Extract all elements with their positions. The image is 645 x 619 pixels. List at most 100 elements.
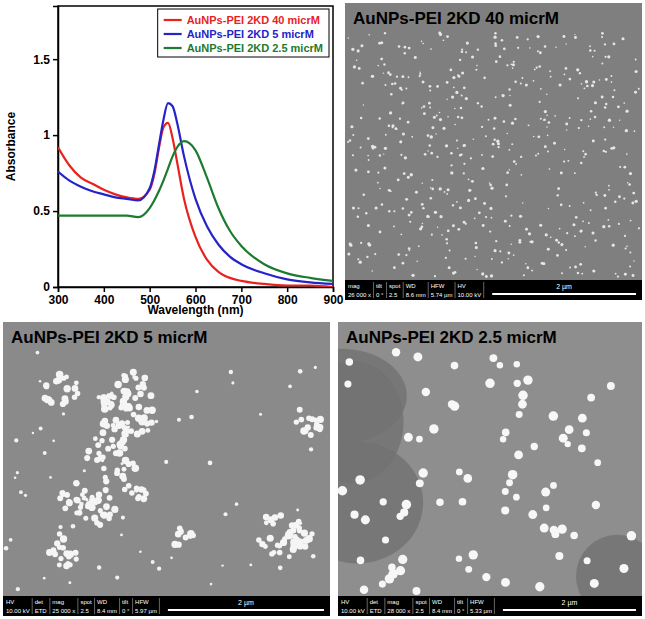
particle: [379, 581, 386, 588]
particle: [264, 520, 269, 525]
particle: [97, 565, 101, 569]
particle: [520, 156, 522, 158]
particle: [465, 258, 467, 260]
particle: [115, 575, 119, 579]
particle: [451, 362, 459, 370]
particle: [594, 116, 597, 119]
info-separator: [386, 282, 387, 298]
scale-bar: [503, 609, 636, 611]
particle: [4, 546, 9, 551]
particle: [468, 189, 471, 192]
particle: [591, 231, 594, 234]
particle: [421, 182, 422, 183]
particle: [608, 219, 610, 221]
particle: [439, 215, 442, 218]
particle: [629, 265, 631, 267]
particle: [357, 207, 359, 209]
particle: [428, 144, 431, 147]
particle: [463, 144, 466, 147]
particle: [57, 495, 63, 501]
particle: [592, 501, 600, 509]
particle: [437, 227, 438, 228]
particle: [66, 500, 73, 507]
particle: [183, 535, 189, 541]
particle: [111, 394, 117, 400]
particle: [118, 405, 124, 411]
particle: [361, 515, 370, 524]
particle: [594, 50, 596, 52]
particle: [511, 143, 513, 145]
particle: [494, 42, 497, 45]
particle: [569, 117, 571, 119]
particle: [122, 467, 127, 472]
particle: [544, 45, 547, 48]
particle: [603, 150, 605, 152]
info-value: 8.4 mm: [432, 608, 452, 614]
particle: [607, 55, 610, 58]
particle: [278, 565, 283, 570]
particle: [499, 250, 501, 252]
particle: [294, 419, 299, 424]
info-value: 5.33 µm: [470, 608, 492, 614]
particle: [74, 557, 79, 562]
particle: [473, 138, 475, 140]
particle: [555, 552, 563, 560]
particle: [536, 66, 538, 68]
particle: [431, 126, 434, 129]
particle: [57, 531, 62, 536]
particle: [612, 146, 615, 149]
particle: [595, 192, 597, 194]
particle: [585, 80, 588, 83]
info-field: mag: [387, 599, 399, 605]
particle: [508, 470, 518, 480]
particle: [533, 136, 535, 138]
particle: [624, 247, 626, 249]
particle: [559, 228, 561, 230]
particle: [350, 125, 353, 128]
particle: [132, 395, 138, 401]
particle: [271, 550, 276, 555]
particle: [465, 51, 467, 53]
particle: [229, 370, 233, 374]
particle: [512, 67, 514, 69]
particle: [393, 266, 396, 269]
particle: [549, 168, 551, 170]
info-value: 2.5: [80, 608, 89, 614]
particle: [58, 525, 62, 529]
particle: [618, 223, 620, 225]
particle: [408, 214, 411, 217]
particle: [407, 121, 410, 124]
particle: [452, 224, 455, 227]
legend: AuNPs-PEI 2KD 40 micrMAuNPs-PEI 2KD 5 mi…: [158, 9, 329, 57]
particle: [403, 172, 406, 175]
particle: [592, 81, 595, 84]
particle: [85, 448, 92, 455]
particle: [62, 412, 65, 415]
particle: [447, 116, 449, 118]
particle: [43, 577, 46, 580]
particle: [350, 511, 358, 519]
particle: [431, 188, 434, 191]
particle: [482, 573, 490, 581]
particle: [601, 32, 604, 35]
particle: [604, 138, 606, 140]
particle: [461, 48, 463, 50]
particle: [588, 126, 590, 128]
particle: [68, 581, 71, 584]
particle: [538, 65, 541, 68]
particle: [463, 87, 466, 90]
particle: [16, 587, 20, 591]
particle: [533, 80, 535, 82]
particle: [300, 427, 307, 434]
particle: [481, 272, 484, 275]
particle: [590, 209, 592, 211]
particle: [557, 187, 560, 190]
particle: [421, 107, 423, 109]
particle: [338, 486, 347, 495]
particle: [71, 524, 76, 529]
particle: [408, 247, 411, 250]
image-title: AuNPs-PEI 2KD 2.5 micrM: [346, 328, 557, 347]
particle: [143, 491, 149, 497]
particle: [447, 229, 450, 232]
x-tick-label: 400: [94, 293, 114, 307]
